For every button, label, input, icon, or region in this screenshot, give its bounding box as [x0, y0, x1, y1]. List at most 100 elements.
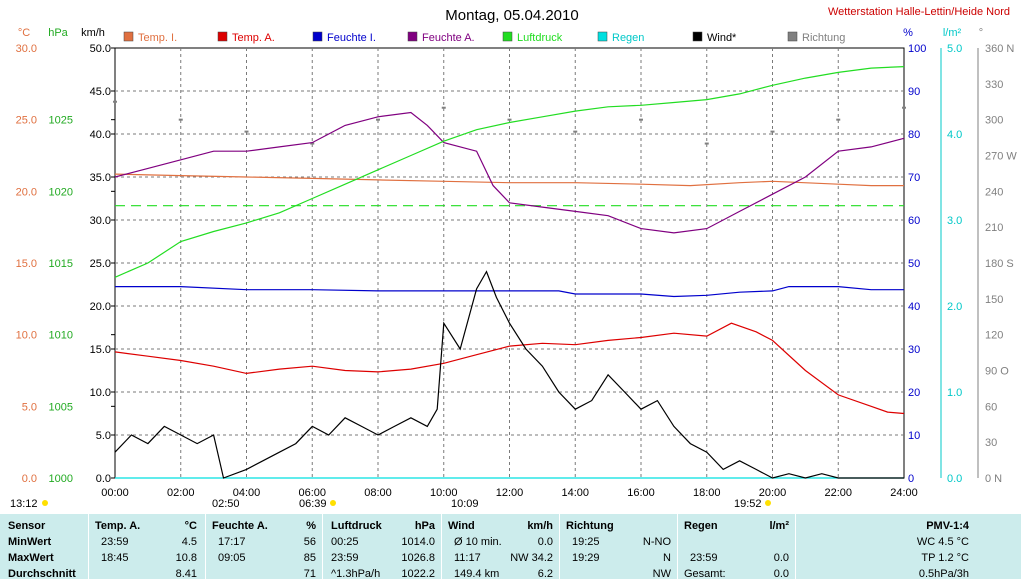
rain-tick: 5.0: [947, 43, 962, 55]
richtung-point: [836, 118, 841, 121]
richtung-series: [113, 100, 906, 145]
legend-label: Temp. A.: [232, 32, 275, 44]
pmv-header: PMV-1:4: [926, 520, 969, 532]
wind-unit-header: km/h: [527, 520, 553, 532]
hpa-tick: 1000: [49, 473, 73, 485]
feuchte-max-time: 09:05: [218, 552, 246, 564]
col-separator: [205, 514, 206, 579]
rain-tick: 4.0: [947, 129, 962, 141]
pct-tick: 20: [908, 387, 920, 399]
kmh-tick: 40.0: [90, 129, 111, 141]
pct-tick: 90: [908, 86, 920, 98]
kmh-tick: 10.0: [90, 387, 111, 399]
legend-label: Richtung: [802, 32, 845, 44]
kmh-tick: 45.0: [90, 86, 111, 98]
regen-unit-header: l/m²: [769, 520, 789, 532]
richtung-point: [178, 118, 183, 121]
richtung-point: [244, 130, 249, 133]
col-separator: [322, 514, 323, 579]
richtung-point: [113, 100, 117, 103]
kmh-tick: 5.0: [96, 430, 111, 442]
pmv-tp: TP 1.2 °C: [921, 552, 969, 564]
temp-tick: 15.0: [16, 258, 37, 270]
axes-labels: 30.025.020.015.010.05.00.010251020101510…: [16, 43, 1018, 499]
luft-max-value: 1026.8: [401, 552, 435, 564]
marker-dot-3: [330, 500, 336, 506]
rain-unit: l/m²: [943, 27, 962, 39]
time-tick: 18:00: [693, 487, 721, 499]
richtung-min-time: 19:25: [572, 536, 600, 548]
col-separator: [559, 514, 560, 579]
wind-avg-value: 6.2: [537, 568, 553, 580]
legend-swatch: [217, 31, 228, 42]
wind-max-value: NW 34.2: [510, 552, 553, 564]
pct-tick: 60: [908, 215, 920, 227]
rain-tick: 1.0: [947, 387, 962, 399]
marker-1: 13:12: [10, 498, 38, 510]
dir-tick: 150: [985, 294, 1003, 306]
marker-5: 19:52: [734, 498, 762, 510]
station-name: Wetterstation Halle-Lettin/Heide Nord: [828, 6, 1010, 18]
kmh-tick: 25.0: [90, 258, 111, 270]
col-separator: [441, 514, 442, 579]
dir-tick: 330: [985, 79, 1003, 91]
row-label-max: MaxWert: [8, 552, 54, 564]
time-tick: 12:00: [496, 487, 524, 499]
feuchte-unit-header: %: [306, 520, 316, 532]
richtung-avg-value: NW: [652, 568, 671, 580]
luft-min-value: 1014.0: [401, 536, 435, 548]
pct-unit: %: [903, 27, 913, 39]
pmv-wc: WC 4.5 °C: [916, 536, 969, 548]
plot-area: [114, 47, 905, 479]
dir-tick: 240: [985, 186, 1003, 198]
dir-tick: 90 O: [985, 366, 1009, 378]
richtung-point: [639, 118, 643, 121]
kmh-tick: 50.0: [90, 43, 111, 55]
wind-column: Wind km/h Ø 10 min. 0.0 11:17 NW 34.2 14…: [442, 514, 559, 580]
rain-tick: 2.0: [947, 301, 962, 313]
regen-max-time: 23:59: [690, 552, 718, 564]
wind-min-label: Ø 10 min.: [454, 536, 502, 548]
series-wind: [114, 270, 904, 479]
sensor-header: Sensor: [8, 520, 46, 532]
richtung-max-time: 19:29: [572, 552, 600, 564]
kmh-tick: 35.0: [90, 172, 111, 184]
legend-swatch: [692, 31, 703, 42]
richtung-min-value: N-NO: [642, 536, 671, 548]
dir-tick: 360 N: [985, 43, 1014, 55]
pct-tick: 80: [908, 129, 920, 141]
dir-tick: 60: [985, 401, 997, 413]
luft-header: Luftdruck: [331, 520, 382, 532]
legend-label: Wind*: [707, 32, 737, 44]
temp-tick: 25.0: [16, 115, 37, 127]
richtung-point: [376, 118, 380, 121]
pct-tick: 40: [908, 301, 920, 313]
sensor-column: Sensor MinWert MaxWert Durchschnitt: [0, 514, 88, 580]
hpa-tick: 1020: [49, 186, 73, 198]
hpa-unit: hPa: [48, 27, 68, 39]
richtung-max-value: N: [663, 552, 671, 564]
regen-total-value: 0.0: [773, 568, 789, 580]
richtung-point: [310, 142, 315, 145]
luft-avg-trend: ^1.3hPa/h: [331, 568, 381, 580]
feuchte-column: Feuchte A. % 17:17 56 09:05 85 71: [206, 514, 322, 580]
time-tick: 16:00: [627, 487, 655, 499]
series-temp-i: [114, 173, 904, 187]
temp-tick: 10.0: [16, 330, 37, 342]
dir-tick: 270 W: [985, 151, 1017, 163]
pct-tick: 10: [908, 430, 920, 442]
legend-label: Temp. I.: [138, 32, 177, 44]
series-lines: [114, 66, 905, 479]
time-tick: 10:00: [430, 487, 458, 499]
temp-max-time: 18:45: [101, 552, 129, 564]
dir-tick: 30: [985, 437, 997, 449]
hpa-tick: 1015: [49, 258, 73, 270]
rain-tick: 3.0: [947, 215, 962, 227]
legend-swatch: [597, 31, 608, 42]
dir-tick: 120: [985, 330, 1003, 342]
row-label-min: MinWert: [8, 536, 52, 548]
wind-max-time: 11:17: [454, 552, 481, 564]
richtung-column: Richtung 19:25 N-NO 19:29 N NW: [560, 514, 677, 580]
regen-max-value: 0.0: [773, 552, 789, 564]
time-tick: 14:00: [561, 487, 589, 499]
